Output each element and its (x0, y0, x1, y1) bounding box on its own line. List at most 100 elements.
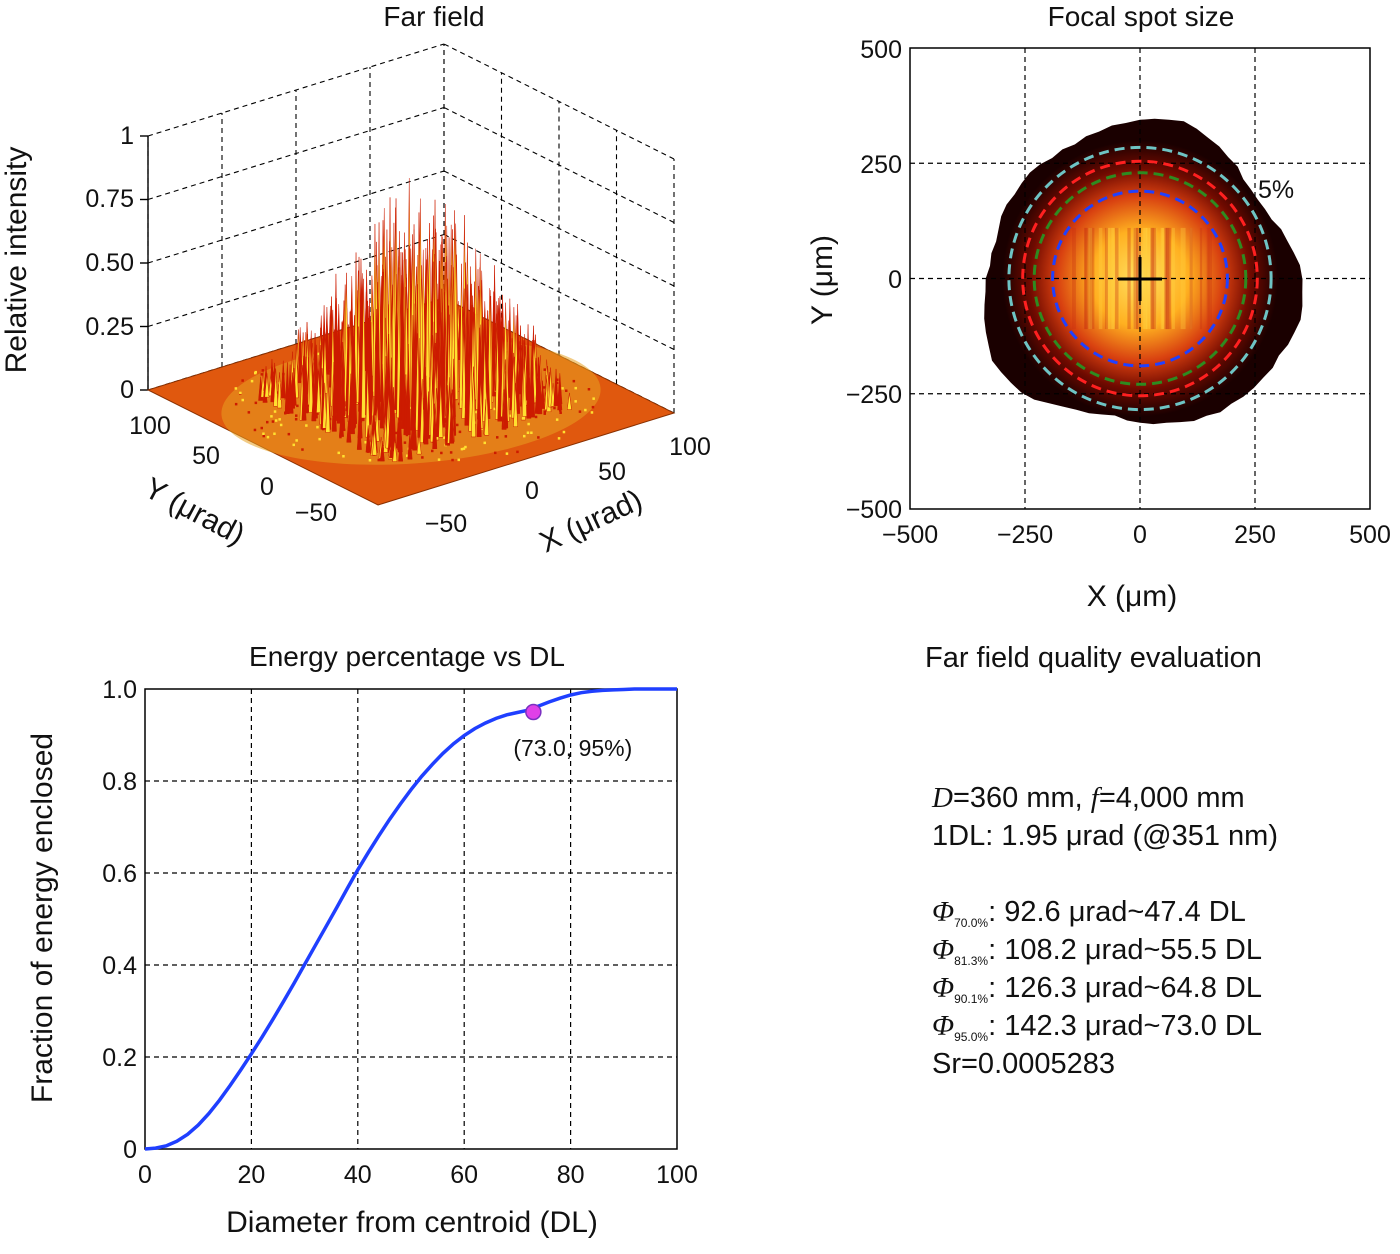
y-tick-label: −500 (846, 496, 902, 524)
x-tick-label: 250 (1234, 521, 1276, 549)
x-tick-label: 60 (450, 1161, 478, 1189)
x-tick-label: 100 (669, 433, 711, 461)
spot-streak (1165, 227, 1169, 330)
floor-speckle-dot (260, 373, 263, 376)
floor-speckle-dot (561, 387, 564, 390)
floor-speckle-dot (555, 418, 559, 421)
surface-spike (322, 382, 328, 429)
floor-speckle-dot (254, 401, 258, 405)
floor-speckle-dot (526, 431, 530, 434)
floor-speckle-dot (480, 427, 483, 430)
y-tick-label: 0.2 (102, 1044, 137, 1072)
floor-speckle-dot (296, 404, 299, 408)
floor-speckle-dot (574, 400, 577, 403)
phi-value: : 142.3 μrad~73.0 DL (988, 1010, 1262, 1042)
floor-speckle-dot (342, 428, 346, 431)
surface-spike (308, 337, 314, 413)
floor-speckle-dot (516, 450, 519, 454)
floor-speckle-dot (253, 428, 257, 432)
floor-speckle-dot (247, 411, 251, 414)
x-tick-label: −250 (997, 521, 1053, 549)
surface-spike (264, 373, 270, 398)
surface-spike (336, 345, 342, 424)
surface-spike (419, 379, 425, 443)
y-tick-label: 0 (260, 473, 274, 501)
surface-spike (280, 360, 286, 399)
surface-spike (392, 439, 398, 462)
floor-speckle-dot (318, 437, 321, 441)
centroid-cross-icon (1118, 257, 1162, 301)
floor-speckle-dot (464, 445, 467, 449)
floor-speckle-dot (279, 423, 283, 427)
focal-spot-x-label: X (μm) (1087, 580, 1178, 613)
focal-spot-y-label: Y (μm) (806, 235, 839, 325)
evaluation-title: Far field quality evaluation (925, 642, 1262, 674)
surface-spike (471, 366, 476, 438)
floor-speckle-dot (305, 424, 308, 427)
floor-speckle-dot (555, 381, 559, 385)
far-field-panel: Far field 0 0.25 0.50 0.75 1 Relative in… (0, 0, 720, 580)
floor-speckle-dot (494, 451, 497, 455)
floor-speckle-dot (483, 441, 486, 445)
surface-spike (368, 322, 374, 425)
energy-panel: Energy percentage vs DL 0 20 40 60 80 100 0 0.2… (0, 620, 720, 1249)
surface-spike (405, 343, 411, 435)
floor-speckle-dot (443, 436, 446, 439)
floor-speckle-dot (574, 386, 577, 390)
surface-spike (540, 380, 545, 409)
x-tick-label: 80 (557, 1161, 585, 1189)
floor-speckle-dot (364, 441, 367, 444)
spot-streak (1115, 227, 1119, 330)
energy-x-label: Diameter from centroid (DL) (226, 1206, 598, 1239)
surface-spike (416, 434, 422, 455)
floor-speckle-dot (556, 378, 559, 381)
phi-value: : 108.2 μrad~55.5 DL (988, 934, 1262, 966)
spot-streak (1106, 227, 1110, 330)
floor-speckle-dot (316, 425, 319, 429)
surface-spike (361, 278, 367, 419)
symbol-d: D (932, 782, 953, 814)
floor-speckle-dot (543, 368, 546, 371)
far-field-y-label: Y (μrad) (139, 472, 250, 552)
focal-spot-panel: Focal spot size 5% 500 250 0 −250 −500 −… (720, 0, 1400, 620)
floor-speckle-dot (457, 458, 460, 462)
contour-circle (1021, 159, 1259, 398)
phi-symbol: Φ (932, 896, 955, 928)
surface-spike (356, 418, 362, 450)
floor-speckle-dot (559, 411, 562, 414)
energy-chart: Energy percentage vs DL 0 20 40 60 80 100 0 0.2… (26, 641, 698, 1239)
y-tick-label: 0.4 (102, 952, 137, 980)
energy-title: Energy percentage vs DL (249, 641, 565, 672)
focal-length-value: =4,000 mm (1098, 782, 1245, 814)
floor-speckle-dot (553, 406, 556, 410)
floor-speckle-dot (273, 410, 277, 413)
surface-spike (513, 383, 519, 428)
spot-streak (1168, 227, 1172, 330)
far-field-x-label: X (μrad) (535, 483, 648, 559)
y-tick-label: 100 (129, 412, 171, 440)
x-tick-label: −50 (425, 510, 467, 538)
surface-spike (372, 427, 378, 456)
floor-speckle-dot (274, 419, 278, 422)
floor-speckle-dot (557, 437, 561, 440)
x-tick-label: 500 (1349, 521, 1391, 549)
floor-speckle-dot (523, 434, 526, 438)
spot-streak (1167, 227, 1170, 330)
surface-spike (449, 393, 455, 444)
floor-speckle-dot (591, 405, 595, 409)
floor-speckle-dot (262, 434, 265, 438)
floor-speckle-dot (262, 432, 265, 435)
floor-speckle-dot (460, 447, 464, 451)
phi-symbol: Φ (932, 972, 955, 1004)
floor-speckle-dot (458, 430, 462, 434)
evaluation-line-dl: 1DL: 1.95 μrad (@351 nm) (932, 820, 1278, 852)
evaluation-phi-row: Φ95.0%: 142.3 μrad~73.0 DL (932, 1008, 1262, 1055)
surface-spike (557, 382, 563, 411)
spot-streak (1111, 227, 1115, 330)
floor-speckle-dot (295, 414, 298, 417)
symbol-f: f (1090, 782, 1099, 814)
surface-spike (365, 428, 371, 453)
floor-speckle-dot (537, 436, 540, 439)
x-tick-label: 20 (237, 1161, 265, 1189)
y-tick-label: −250 (846, 381, 902, 409)
